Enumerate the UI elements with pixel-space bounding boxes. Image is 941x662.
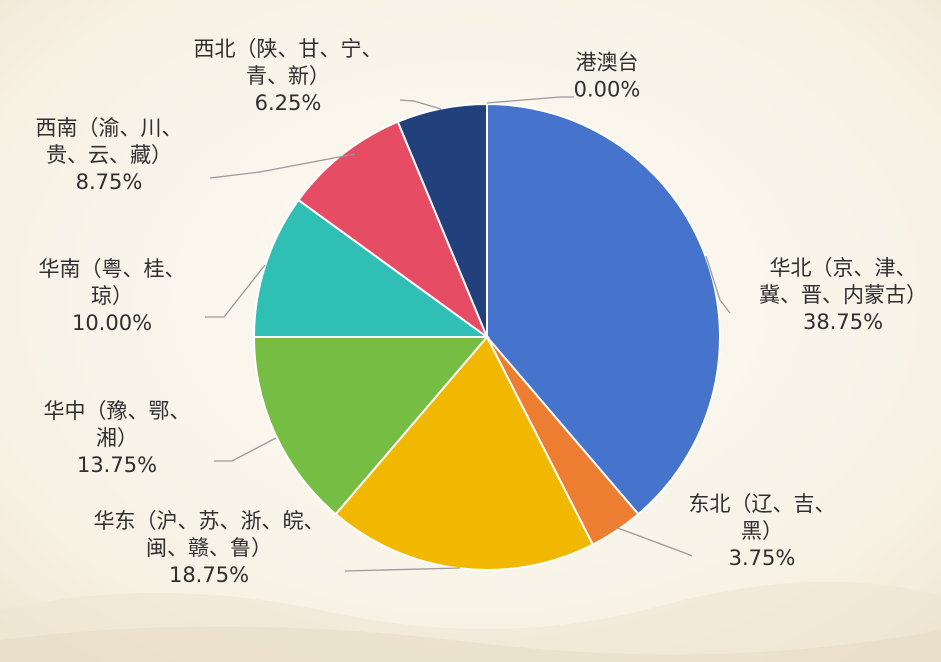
slice-label: 西北（陕、甘、宁、青、新） 6.25% [194, 37, 383, 115]
slice-name-label: 冀、晋、内蒙古） [759, 283, 927, 307]
leader-line [399, 99, 442, 110]
slice-name-label: 华南（粤、桂、 [39, 257, 186, 281]
slice-value-label: 10.00% [72, 311, 152, 335]
slice-name-label: 港澳台 [576, 51, 639, 75]
slice-name-label: 东北（辽、吉、 [689, 492, 836, 516]
slice-value-label: 18.75% [169, 563, 249, 587]
slice-name-label: 西南（渝、川、 [36, 116, 183, 140]
slice-label: 港澳台 0.00% [574, 51, 641, 102]
slice-name-label: 华北（京、津、 [770, 256, 917, 280]
slice-value-label: 13.75% [77, 453, 157, 477]
slice-labels: 华北（京、津、冀、晋、内蒙古） 38.75% 东北（辽、吉、黑） 3.75% 华东（沪、… [36, 37, 928, 587]
slice-name-label: 黑） [741, 519, 783, 543]
pie-slices [252, 102, 721, 571]
leader-line [705, 255, 731, 314]
leader-line [205, 264, 266, 318]
slice-name-label: 琼） [91, 284, 133, 308]
leader-line [614, 526, 693, 557]
slice-label: 西南（渝、川、贵、云、藏） 8.75% [36, 116, 183, 194]
pie-slice [252, 336, 490, 516]
leader-lines [205, 96, 731, 572]
slice-label: 华北（京、津、冀、晋、内蒙古） 38.75% [759, 256, 927, 334]
leader-line [209, 153, 356, 179]
slice-name-label: 青、新） [246, 64, 330, 88]
slice-name-label: 华东（沪、苏、浙、皖、 [94, 509, 325, 533]
slice-value-label: 3.75% [729, 546, 796, 570]
slice-name-label: 贵、云、藏） [46, 143, 172, 167]
slice-name-label: 西北（陕、甘、宁、 [194, 37, 383, 61]
slice-name-label: 华中（豫、鄂、 [44, 399, 191, 423]
leader-line [214, 437, 277, 462]
pie-slice [252, 198, 491, 338]
slice-value-label: 8.75% [76, 170, 143, 194]
slice-name-label: 闽、赣、鲁） [146, 536, 272, 560]
slice-label: 华东（沪、苏、浙、皖、闽、赣、鲁） 18.75% [94, 509, 325, 587]
slice-label: 华中（豫、鄂、湘） 13.75% [44, 399, 191, 477]
pie-slice [297, 120, 490, 340]
background-decoration [0, 581, 941, 662]
pie-slice [396, 102, 488, 338]
slice-name-label: 湘） [96, 426, 138, 450]
slice-label: 东北（辽、吉、黑） 3.75% [689, 492, 836, 570]
slice-value-label: 0.00% [574, 78, 641, 102]
slice-label: 华南（粤、桂、琼） 10.00% [39, 257, 186, 335]
leader-line [486, 96, 574, 104]
slice-value-label: 6.25% [255, 91, 322, 115]
slice-value-label: 38.75% [803, 310, 883, 334]
leader-line [344, 567, 461, 572]
